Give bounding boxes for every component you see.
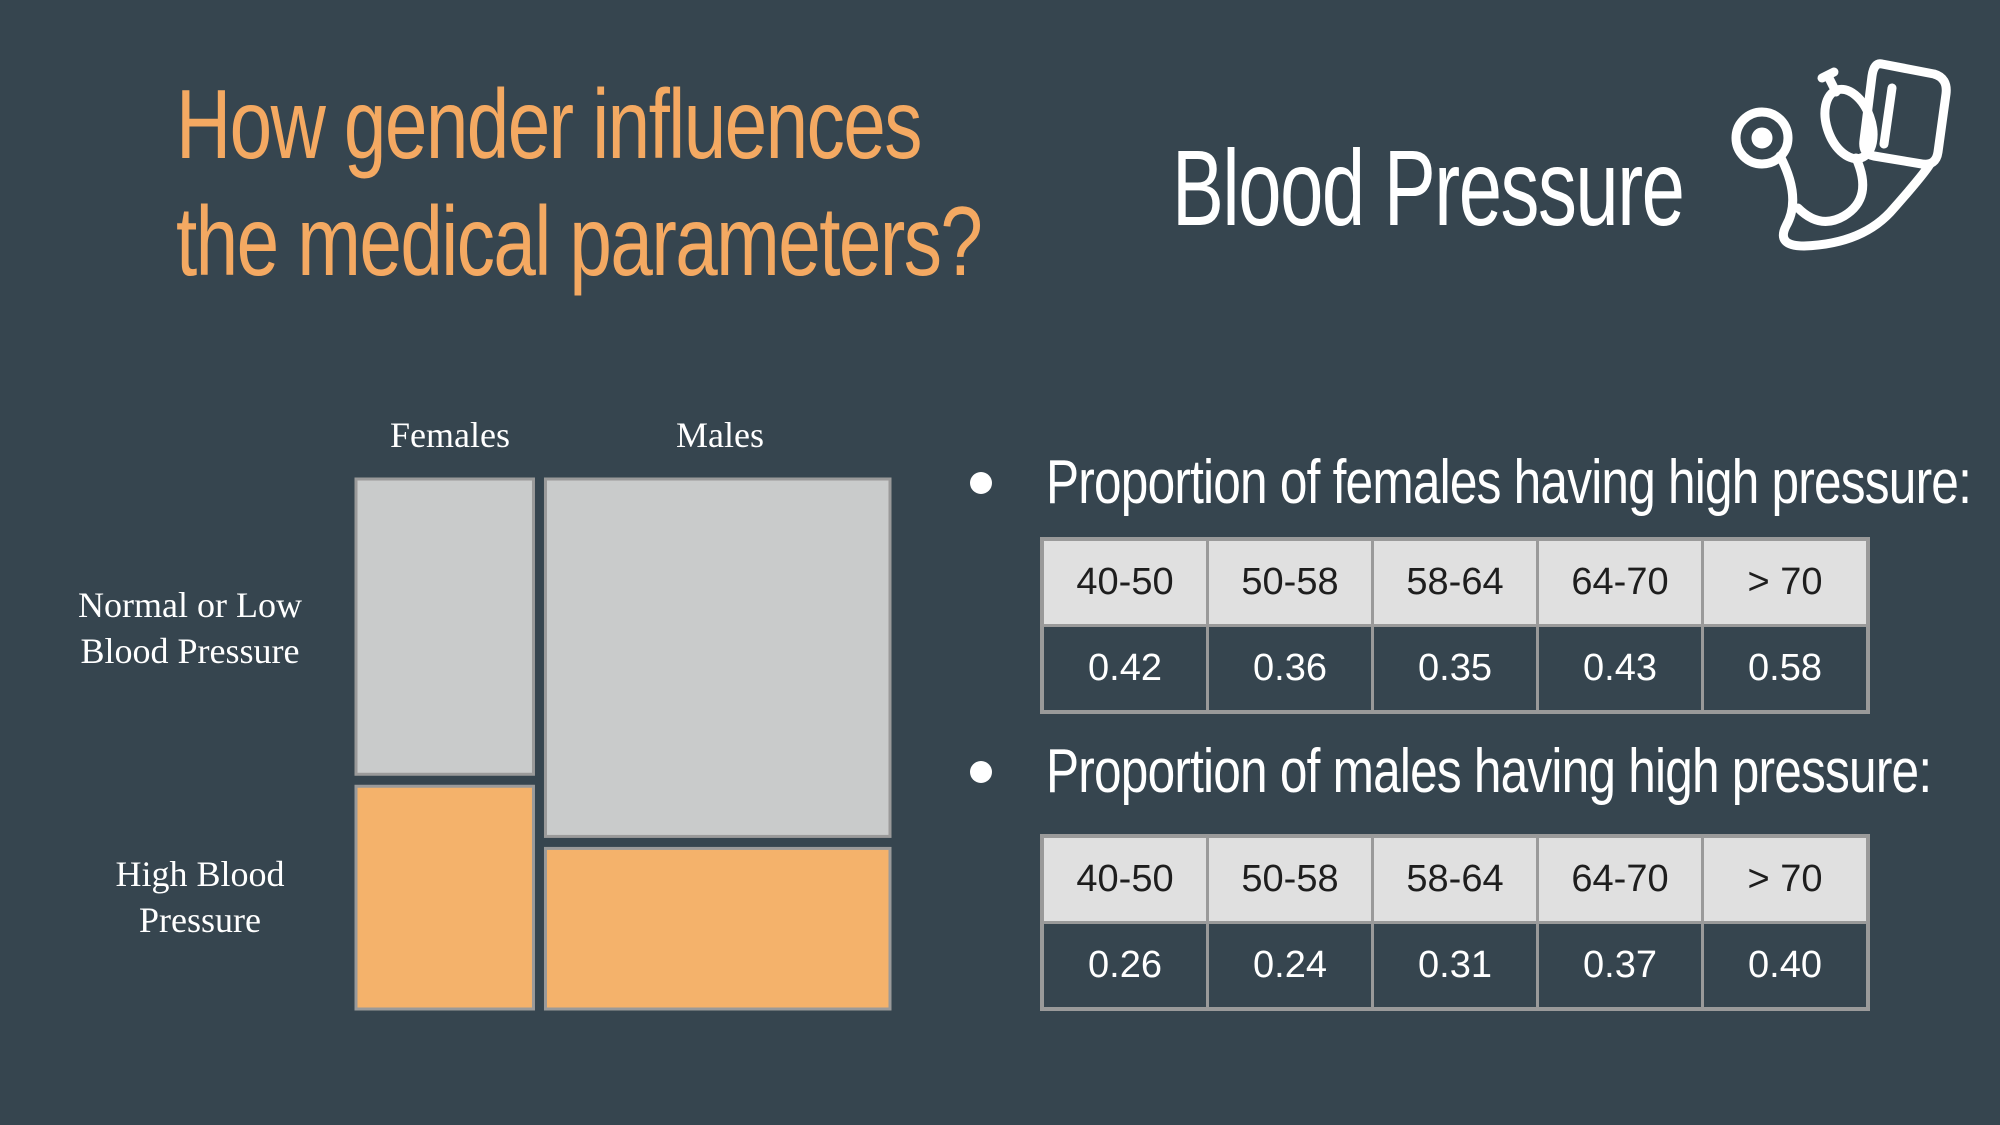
- females-table: 40-50 50-58 58-64 64-70 > 70 0.42 0.36 0…: [1040, 537, 1870, 714]
- table-cell: 0.24: [1206, 921, 1374, 1011]
- table-header-cell: 50-58: [1206, 537, 1374, 627]
- row-label-high-line2: Pressure: [139, 900, 261, 940]
- table-header-cell: 58-64: [1371, 537, 1539, 627]
- table-header-row: 40-50 50-58 58-64 64-70 > 70: [1040, 537, 1870, 627]
- table-header-cell: 58-64: [1371, 834, 1539, 924]
- table-cell: 0.37: [1536, 921, 1704, 1011]
- row-label-high: High Blood Pressure: [60, 851, 340, 943]
- mosaic-cell-males-normal: [543, 477, 892, 838]
- table-header-cell: 64-70: [1536, 834, 1704, 924]
- table-row: 0.42 0.36 0.35 0.43 0.58: [1040, 624, 1870, 714]
- table-cell: 0.42: [1040, 624, 1209, 714]
- table-header-row: 40-50 50-58 58-64 64-70 > 70: [1040, 834, 1870, 924]
- column-label-females: Females: [390, 415, 510, 455]
- table-cell: 0.35: [1371, 624, 1539, 714]
- row-label-normal-line2: Blood Pressure: [80, 631, 300, 671]
- males-label: Proportion of males having high pressure…: [1046, 737, 1932, 806]
- females-label: Proportion of females having high pressu…: [1046, 448, 1972, 517]
- table-header-cell: > 70: [1701, 537, 1870, 627]
- table-header-cell: 64-70: [1536, 537, 1704, 627]
- table-header-cell: 50-58: [1206, 834, 1374, 924]
- mosaic-cell-males-high: [543, 846, 892, 1011]
- females-bullet: Proportion of females having high pressu…: [970, 448, 2000, 518]
- page-title: How gender influences the medical parame…: [176, 66, 983, 300]
- column-label-males: Males: [676, 415, 764, 455]
- title-line-1: How gender influences: [176, 69, 922, 179]
- blood-pressure-monitor-icon: [1731, 59, 1951, 251]
- table-cell: 0.40: [1701, 921, 1870, 1011]
- row-label-high-line1: High Blood: [115, 854, 285, 894]
- table-header-cell: > 70: [1701, 834, 1870, 924]
- table-header-cell: 40-50: [1040, 537, 1209, 627]
- table-cell: 0.43: [1536, 624, 1704, 714]
- mosaic-cell-females-high: [354, 784, 535, 1011]
- table-header-cell: 40-50: [1040, 834, 1209, 924]
- row-label-normal: Normal or Low Blood Pressure: [50, 582, 330, 674]
- section-heading: Blood Pressure: [1172, 127, 1685, 248]
- row-label-normal-line1: Normal or Low: [78, 585, 302, 625]
- table-cell: 0.36: [1206, 624, 1374, 714]
- males-table: 40-50 50-58 58-64 64-70 > 70 0.26 0.24 0…: [1040, 834, 1870, 1011]
- title-line-2: the medical parameters?: [176, 186, 983, 296]
- table-cell: 0.26: [1040, 921, 1209, 1011]
- bullet-dot: [970, 472, 992, 494]
- males-bullet: Proportion of males having high pressure…: [970, 737, 2000, 807]
- bullet-dot: [970, 761, 992, 783]
- mosaic-cell-females-normal: [354, 477, 535, 776]
- table-cell: 0.31: [1371, 921, 1539, 1011]
- table-cell: 0.58: [1701, 624, 1870, 714]
- table-row: 0.26 0.24 0.31 0.37 0.40: [1040, 921, 1870, 1011]
